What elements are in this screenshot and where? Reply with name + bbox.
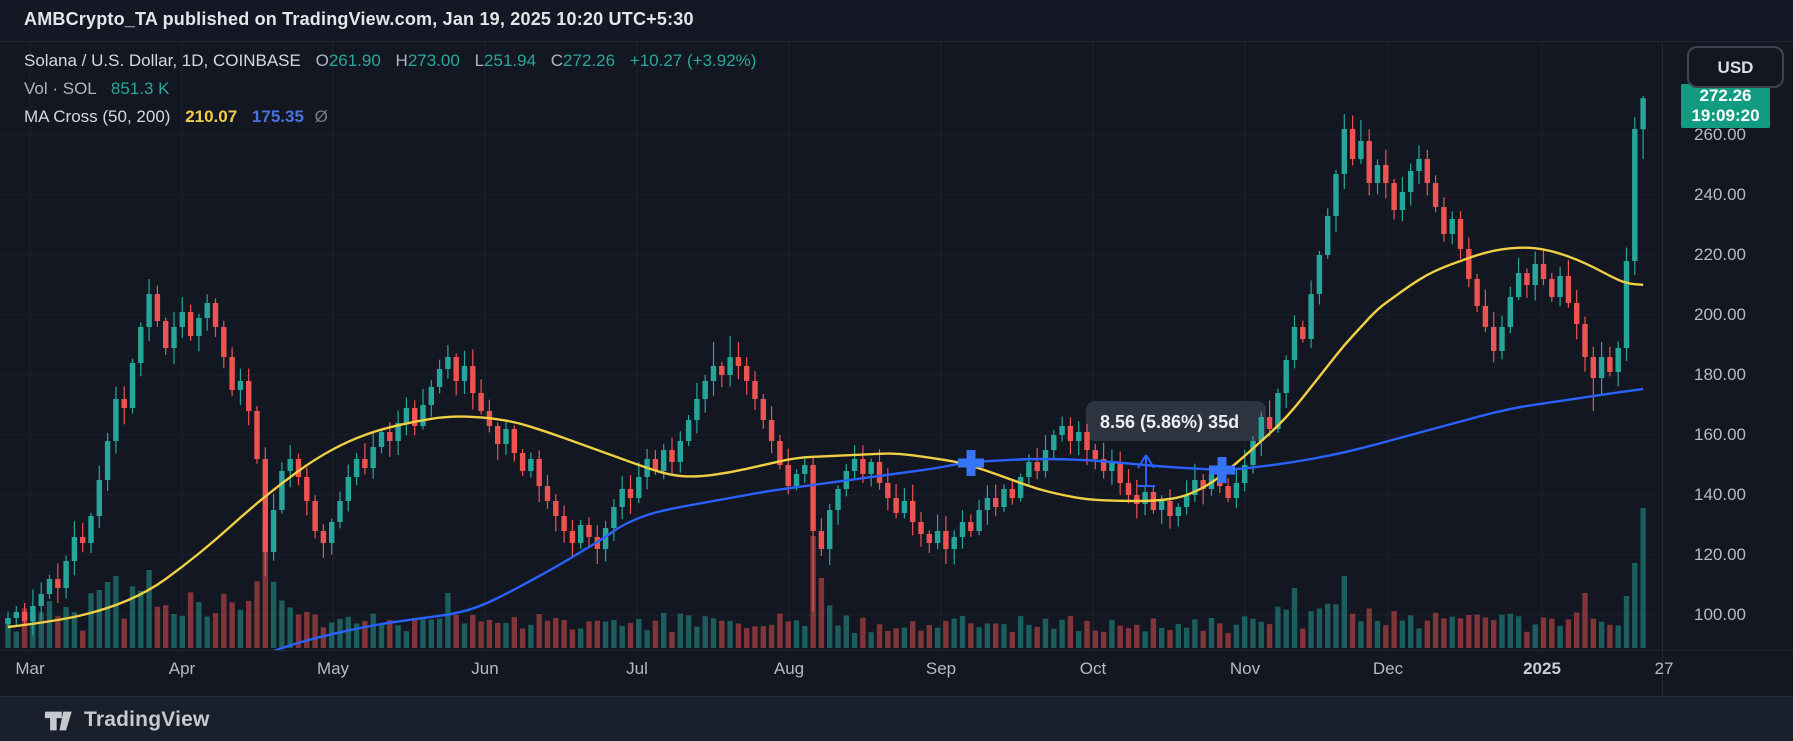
header-divider <box>0 41 1793 42</box>
price-tick-label: 200.00 <box>1694 305 1746 324</box>
measure-tooltip: 8.56 (5.86%) 35d <box>1086 401 1266 441</box>
price-tick-label: 220.00 <box>1694 245 1746 264</box>
ma-cross-marker[interactable] <box>1209 457 1235 483</box>
change-value: +10.27 (+3.92%) <box>629 51 757 70</box>
low-value: 251.94 <box>484 51 537 70</box>
time-tick-label: Sep <box>925 659 957 678</box>
time-tick-label: Mar <box>15 659 45 678</box>
price-tick-label: 160.00 <box>1694 425 1746 444</box>
tradingview-logo[interactable]: TradingView <box>44 705 210 735</box>
price-tick-label: 240.00 <box>1694 185 1746 204</box>
ma50-value: 210.07 <box>185 107 238 126</box>
candlesticks <box>5 96 1646 636</box>
ma-cross-row[interactable]: MA Cross (50, 200) 210.07 175.35 Ø <box>24 103 756 131</box>
chart-legend: Solana / U.S. Dollar, 1D, COINBASE O261.… <box>24 47 756 131</box>
grid-layer <box>0 42 1656 650</box>
currency-toggle-button[interactable]: USD <box>1687 46 1784 88</box>
empty-set-symbol: Ø <box>314 107 328 126</box>
bar-countdown: 19:09:20 <box>1691 106 1760 125</box>
time-tick-label: 27 <box>1654 659 1674 678</box>
volume-row[interactable]: Vol · SOL 851.3 K <box>24 75 756 103</box>
price-tick-label: 180.00 <box>1694 365 1746 384</box>
publish-title: AMBCrypto_TA published on TradingView.co… <box>24 9 694 29</box>
volume-label: Vol · SOL <box>24 79 97 98</box>
footer-bar: TradingView <box>0 697 1793 741</box>
time-axis[interactable]: Mar Apr May Jun Jul Aug Sep Oct Nov Dec 2025 27 <box>0 650 1793 696</box>
ma-cross-marker[interactable] <box>958 450 984 476</box>
price-axis[interactable]: 260.00 240.00 220.00 200.00 180.00 160.00 140.… <box>1663 42 1793 650</box>
high-value: 273.00 <box>407 51 460 70</box>
drawing-overlays[interactable] <box>958 450 1235 487</box>
ma50-line <box>7 246 1644 629</box>
time-axis-divider <box>0 650 1793 651</box>
symbol-title[interactable]: Solana / U.S. Dollar, 1D, COINBASE <box>24 51 301 70</box>
footer-divider <box>0 696 1793 697</box>
price-tick-label: 120.00 <box>1694 545 1746 564</box>
volume-value: 851.3 K <box>110 79 170 98</box>
time-tick-label: 2025 <box>1523 659 1561 678</box>
volume-bars <box>5 508 1646 648</box>
close-label: C <box>550 51 564 70</box>
price-tick-label: 100.00 <box>1694 605 1746 624</box>
ma200-value: 175.35 <box>251 107 304 126</box>
open-value: 261.90 <box>328 51 381 70</box>
moving-averages <box>7 246 1644 650</box>
time-tick-label: Nov <box>1229 659 1261 678</box>
time-tick-label: Jul <box>626 659 648 678</box>
open-label: O <box>315 51 329 70</box>
symbol-row[interactable]: Solana / U.S. Dollar, 1D, COINBASE O261.… <box>24 47 756 75</box>
price-range-arrow[interactable] <box>1137 454 1155 487</box>
measure-tooltip-text: 8.56 (5.86%) 35d <box>1100 412 1239 432</box>
last-price-value: 272.26 <box>1699 86 1752 105</box>
low-label: L <box>474 51 485 70</box>
price-axis-divider <box>1662 42 1663 696</box>
price-tick-label: 260.00 <box>1694 125 1746 144</box>
publish-header: AMBCrypto_TA published on TradingView.co… <box>0 0 1793 41</box>
ma200-line <box>272 387 1644 650</box>
price-tick-label: 140.00 <box>1694 485 1746 504</box>
time-tick-label: Oct <box>1079 659 1107 678</box>
tradingview-logo-icon <box>44 705 74 735</box>
ma-cross-label: MA Cross (50, 200) <box>24 107 171 126</box>
high-label: H <box>395 51 408 70</box>
time-tick-label: Dec <box>1372 659 1404 678</box>
last-price-badge: 272.26 19:09:20 <box>1681 84 1770 128</box>
close-value: 272.26 <box>563 51 616 70</box>
time-tick-label: Jun <box>471 659 499 678</box>
time-tick-label: May <box>316 659 350 678</box>
time-tick-label: Apr <box>168 659 196 678</box>
tradingview-logo-text: TradingView <box>84 708 210 731</box>
time-tick-label: Aug <box>773 659 805 678</box>
